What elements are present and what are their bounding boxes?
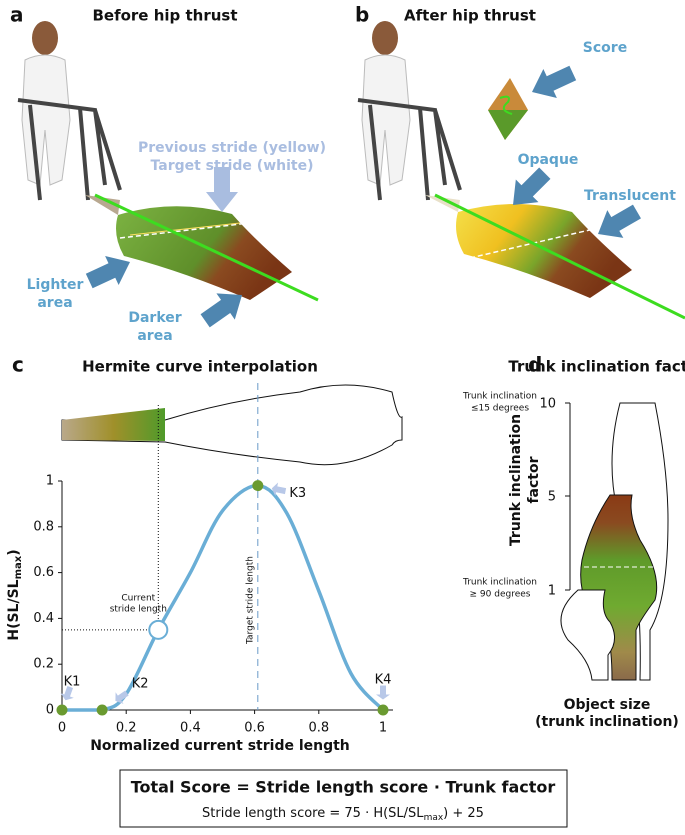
axis-label: factor bbox=[526, 456, 542, 503]
panel-title: Trunk inclination factor bbox=[508, 358, 685, 376]
x-tick-label: 0.8 bbox=[308, 721, 329, 736]
annotation: stride length bbox=[110, 604, 167, 614]
y-label-sub: max bbox=[13, 555, 24, 579]
annotation: area bbox=[137, 328, 172, 344]
annotation: Target stride length bbox=[245, 556, 255, 645]
x-tick-label: 1 bbox=[379, 721, 387, 736]
annotation: Opaque bbox=[518, 152, 579, 168]
y-tick-label: 0 bbox=[46, 703, 54, 718]
annotation: Translucent bbox=[584, 188, 676, 204]
key-point bbox=[96, 704, 108, 716]
annotation: Lighter bbox=[27, 277, 84, 293]
chart-title: Hermite curve interpolation bbox=[82, 358, 318, 376]
key-label: K1 bbox=[64, 675, 81, 690]
y-tick-label: 0.4 bbox=[33, 611, 54, 626]
x-axis-label: (trunk inclination) bbox=[535, 714, 679, 730]
x-tick-label: 0.6 bbox=[244, 721, 265, 736]
note: Trunk inclination bbox=[462, 392, 537, 402]
violin-fill bbox=[580, 494, 658, 681]
x-tick-label: 0 bbox=[58, 721, 66, 736]
x-tick-label: 0.4 bbox=[180, 721, 201, 736]
key-point bbox=[252, 480, 264, 492]
annotation: Target stride (white) bbox=[151, 158, 314, 174]
x-axis-label: Object size bbox=[564, 697, 651, 713]
key-label: K3 bbox=[289, 486, 306, 501]
formula: Total Score = Stride length score · Trun… bbox=[131, 778, 556, 797]
violin-fill bbox=[62, 408, 165, 441]
tick-label: 10 bbox=[539, 397, 556, 412]
key-point bbox=[377, 704, 389, 716]
illustration-a bbox=[17, 21, 319, 302]
formula-box bbox=[119, 769, 568, 828]
panel-letter: d bbox=[528, 353, 542, 377]
tick-label: 5 bbox=[548, 490, 556, 505]
curve bbox=[62, 483, 385, 712]
y-tick-label: 0.2 bbox=[33, 657, 54, 672]
y-tick-label: 0.6 bbox=[33, 565, 54, 580]
current-point bbox=[148, 619, 169, 640]
violin-outline bbox=[560, 589, 615, 681]
pointer bbox=[115, 690, 129, 704]
y-tick-label: 0.8 bbox=[33, 519, 54, 534]
y-label-part: ) bbox=[6, 549, 22, 555]
axis-label: Trunk inclination bbox=[508, 414, 524, 546]
chart: c Hermite curve interpolation Normalized… bbox=[6, 353, 403, 754]
arrow bbox=[532, 65, 577, 99]
note: ≤15 degrees bbox=[471, 404, 529, 414]
arrow bbox=[598, 204, 641, 238]
x-axis-label: Normalized current stride length bbox=[90, 738, 350, 754]
formula-sub: max bbox=[424, 813, 444, 823]
formula-part: Stride length score = 75 · H(SL/SL bbox=[202, 806, 424, 821]
key-point bbox=[56, 704, 68, 716]
panel-letter: b bbox=[355, 3, 369, 27]
arrow bbox=[85, 255, 130, 289]
panel-letter: a bbox=[10, 3, 24, 27]
note: ≥ 90 degrees bbox=[470, 590, 531, 600]
annotation: Score bbox=[583, 40, 627, 56]
annotation: area bbox=[37, 295, 72, 311]
tick-label: 1 bbox=[548, 584, 556, 599]
note: Trunk inclination bbox=[462, 578, 537, 588]
annotation: Current bbox=[121, 593, 155, 603]
key-label: K4 bbox=[375, 673, 392, 688]
arrow bbox=[200, 293, 242, 328]
formula-part: ) + 25 bbox=[443, 806, 484, 821]
panel-title: Before hip thrust bbox=[92, 7, 237, 25]
key-label: K2 bbox=[132, 677, 149, 692]
violin-outline bbox=[61, 384, 403, 466]
formula: Stride length score = 75 · H(SL/SLmax) +… bbox=[202, 806, 484, 823]
y-axis-label: H(SL/SLmax) bbox=[6, 549, 24, 640]
illustration-b bbox=[357, 21, 685, 320]
annotation: Previous stride (yellow) bbox=[138, 140, 326, 156]
pointer bbox=[376, 685, 390, 700]
y-label-part: H(SL/SL bbox=[6, 579, 22, 640]
arrow bbox=[206, 167, 238, 212]
panel-letter: c bbox=[12, 353, 24, 377]
annotation: Darker bbox=[128, 310, 181, 326]
pointer bbox=[60, 686, 74, 701]
pointer bbox=[271, 482, 287, 497]
y-tick-label: 1 bbox=[46, 474, 54, 489]
x-tick-label: 0.2 bbox=[116, 721, 137, 736]
arrow bbox=[513, 167, 551, 205]
panel-title: After hip thrust bbox=[404, 7, 536, 25]
